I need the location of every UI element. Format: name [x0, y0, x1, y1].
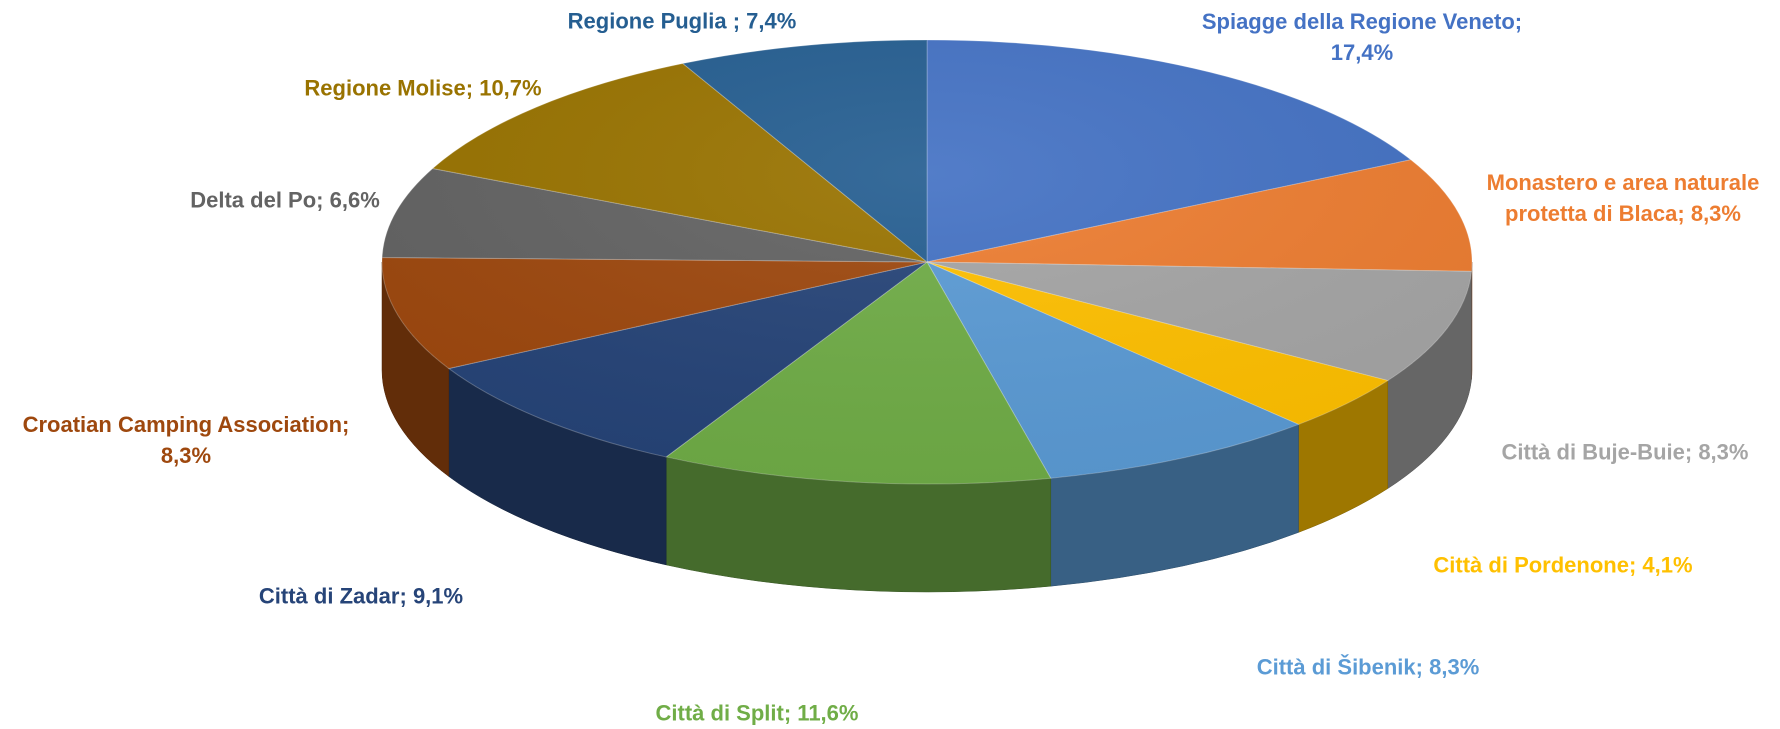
data-label: Croatian Camping Association; 8,3% — [1, 410, 371, 472]
label-name: Città di Zadar; — [258, 583, 407, 609]
label-name: Città di Split; — [655, 700, 792, 726]
data-label: Spiagge della Regione Veneto; 17,4% — [1172, 7, 1552, 69]
label-value: 10,7% — [479, 75, 542, 101]
data-label: Delta del Po; 6,6% — [125, 186, 445, 217]
data-label: Città di Split; 11,6% — [597, 699, 917, 729]
data-label: Città di Pordenone; 4,1% — [1403, 551, 1723, 582]
pie-sides — [381, 261, 1473, 593]
label-name: Regione Puglia ; — [567, 8, 741, 34]
data-label: Regione Molise; 10,7% — [263, 74, 583, 105]
label-value: 8,3% — [1429, 654, 1480, 680]
label-value: 8,3% — [1690, 201, 1741, 226]
label-name: Delta del Po; — [190, 187, 324, 213]
top-sheen — [382, 40, 1472, 484]
data-label: Monastero e area naturale protetta di Bl… — [1473, 168, 1773, 230]
label-value: 8,3% — [1698, 439, 1749, 465]
label-name: Regione Molise; — [304, 75, 474, 101]
label-value: 6,6% — [329, 187, 380, 213]
data-label: Regione Puglia ; 7,4% — [522, 7, 842, 38]
data-label: Città di Šibenik; 8,3% — [1208, 653, 1528, 684]
label-value: 11,6% — [797, 700, 859, 726]
label-value: 8,3% — [160, 443, 212, 468]
label-value: 9,1% — [412, 583, 464, 609]
label-value: 7,4% — [746, 8, 797, 34]
data-label: Città di Buje-Buie; 8,3% — [1465, 438, 1780, 469]
data-label: Città di Zadar; 9,1% — [201, 582, 521, 613]
label-name: Monastero e area naturale protetta di Bl… — [1486, 170, 1760, 226]
label-value: 17,4% — [1330, 40, 1394, 65]
label-name: Città di Buje-Buie; — [1501, 439, 1693, 465]
label-value: 4,1% — [1642, 552, 1693, 578]
label-name: Croatian Camping Association; — [22, 412, 350, 438]
label-name: Città di Šibenik; — [1256, 654, 1423, 680]
label-name: Città di Pordenone; — [1433, 552, 1637, 578]
label-name: Spiagge della Regione Veneto; — [1201, 9, 1523, 35]
